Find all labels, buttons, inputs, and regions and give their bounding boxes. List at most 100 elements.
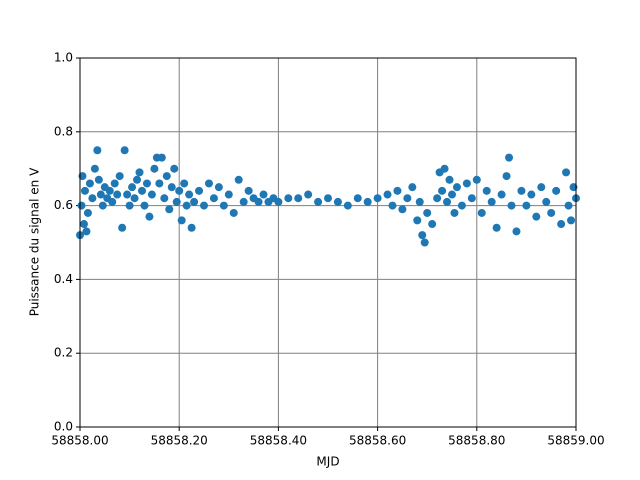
point [564,201,573,210]
point [472,175,481,184]
point [522,201,531,210]
point [145,212,154,221]
point [333,197,342,206]
point [80,186,89,195]
point [224,190,233,199]
point [98,201,107,210]
point [452,183,461,192]
point [219,201,228,210]
point [420,238,429,247]
x-axis-label: MJD [316,455,339,469]
point [403,194,412,203]
point [443,197,452,206]
y-axis-label: Puissance du signal en V [28,167,42,316]
point [254,197,263,206]
point [125,201,134,210]
point [157,153,166,162]
point [532,212,541,221]
y-tick-label: 0.8 [54,124,73,138]
point [557,220,566,229]
point [314,197,323,206]
point [527,190,536,199]
point [398,205,407,214]
point [90,164,99,173]
point [180,179,189,188]
point [418,231,427,240]
point [133,175,142,184]
point [93,146,102,155]
x-tick-label: 58858.20 [151,434,208,448]
point [83,208,92,217]
point [363,197,372,206]
point [537,183,546,192]
point [182,201,191,210]
point [502,172,511,181]
point [120,146,129,155]
plot-frame [79,57,577,428]
point [482,186,491,195]
point [440,164,449,173]
point [487,197,496,206]
point [165,205,174,214]
point [155,179,164,188]
point [113,190,122,199]
point [204,179,213,188]
point [438,186,447,195]
point [175,186,184,195]
point [294,194,303,203]
point [507,201,516,210]
point [324,194,332,203]
point [244,186,253,195]
point [477,208,486,217]
point [162,172,171,181]
y-tick-label: 0.6 [54,198,73,212]
point [542,197,551,206]
point [304,190,313,199]
point [147,190,156,199]
point [450,208,459,217]
point [467,194,476,203]
point [77,201,86,210]
point [128,183,137,192]
point [209,194,218,203]
point [512,227,521,236]
point [552,186,561,195]
point [388,201,397,210]
point [408,183,417,192]
y-tick-label: 1.0 [54,51,73,65]
point [547,208,556,217]
point [82,227,91,236]
point [274,197,283,206]
point [187,223,196,232]
point [229,208,238,217]
point [457,201,466,210]
point [259,190,268,199]
point [428,220,437,229]
x-tick-label: 58858.00 [51,434,108,448]
point [448,190,456,199]
point [234,175,243,184]
point [190,197,199,206]
point [445,175,454,184]
point [130,194,139,203]
point [177,216,186,225]
point [110,179,119,188]
point [373,194,382,203]
point [497,190,506,199]
point [393,186,402,195]
point [562,168,571,177]
point [88,194,97,203]
point [85,179,94,188]
point [150,164,159,173]
point [135,168,144,177]
point [567,216,576,225]
point [505,153,514,162]
x-tick-label: 58858.40 [250,434,307,448]
point [423,208,432,217]
y-tick-label: 0.2 [54,346,73,360]
point [172,197,181,206]
point [170,164,179,173]
point [214,183,223,192]
point [167,183,176,192]
point [185,190,194,199]
